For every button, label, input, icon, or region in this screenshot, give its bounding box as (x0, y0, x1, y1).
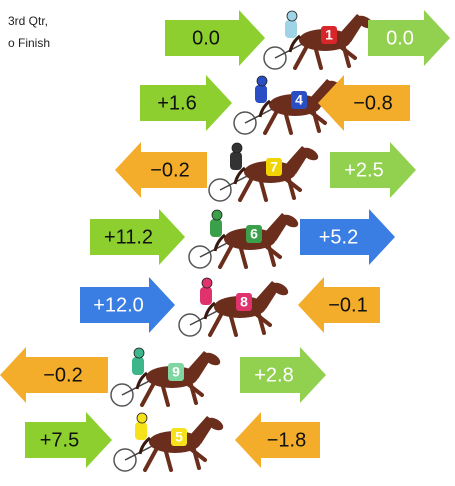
arrow-label: +2.8 (254, 364, 293, 386)
driver (200, 287, 212, 305)
arrow-label: +7.5 (40, 429, 79, 451)
arrow-label: −0.1 (328, 294, 367, 316)
driver-helmet (287, 11, 297, 21)
page: 3rd Qtr, o Finish 0.0 1 0.0 +1.6 4 −0.8 −0.2 7 +… (0, 0, 455, 481)
driver-helmet (212, 210, 222, 220)
horse-number: 1 (325, 27, 333, 43)
horse-leg (295, 46, 307, 68)
horse-tail (235, 168, 245, 184)
horse-leg (145, 448, 157, 470)
horse-number: 8 (240, 294, 248, 310)
arrow-label: −0.2 (43, 364, 82, 386)
driver (285, 20, 297, 38)
horse-tail (260, 101, 270, 117)
race-row: +12.0 8 −0.1 (80, 277, 380, 336)
driver-helmet (257, 76, 267, 86)
arrow-label: +11.2 (104, 226, 153, 248)
driver-helmet (137, 413, 147, 423)
arrow-label: +12.0 (93, 294, 144, 316)
race-row: +7.5 5 −1.8 (25, 412, 320, 471)
horse-leg (240, 178, 252, 200)
arrow-label: −0.2 (150, 159, 189, 181)
race-row: −0.2 9 +2.8 (0, 347, 326, 406)
driver (132, 357, 144, 375)
arrow-label: +2.5 (344, 159, 383, 181)
horse-tail (215, 235, 225, 251)
arrow-label: −1.8 (267, 429, 306, 451)
horse-number: 6 (250, 226, 258, 242)
horse-number: 9 (172, 364, 180, 380)
driver (210, 219, 222, 237)
driver (230, 152, 242, 170)
arrow-label: 0.0 (192, 27, 220, 49)
horse-tail (290, 36, 300, 52)
arrow-label: −0.8 (353, 92, 392, 114)
race-row: +1.6 4 −0.8 (140, 75, 410, 134)
horse-leg (210, 313, 222, 335)
horse-leg (142, 383, 154, 405)
horse-leg (220, 245, 232, 267)
horse-tail (137, 373, 147, 389)
driver (135, 422, 147, 440)
header-line: o Finish (8, 36, 50, 50)
race-row: +11.2 6 +5.2 (90, 209, 395, 268)
driver-helmet (232, 143, 242, 153)
driver-helmet (202, 278, 212, 288)
race-row: 0.0 1 0.0 (165, 10, 450, 69)
horse-tail (140, 438, 150, 454)
horse-tail (205, 303, 215, 319)
header-line: 3rd Qtr, (8, 14, 48, 28)
infographic: 3rd Qtr, o Finish 0.0 1 0.0 +1.6 4 −0.8 −0.2 7 +… (0, 0, 455, 481)
horse-leg (265, 111, 277, 133)
arrow-label: 0.0 (386, 27, 414, 49)
driver (255, 85, 267, 103)
horse-number: 7 (270, 159, 278, 175)
arrow-label: +5.2 (319, 226, 358, 248)
horse-number: 4 (295, 92, 303, 108)
race-row: −0.2 7 +2.5 (115, 142, 416, 201)
arrow-label: +1.6 (157, 92, 196, 114)
driver-helmet (134, 348, 144, 358)
horse-number: 5 (175, 429, 183, 445)
